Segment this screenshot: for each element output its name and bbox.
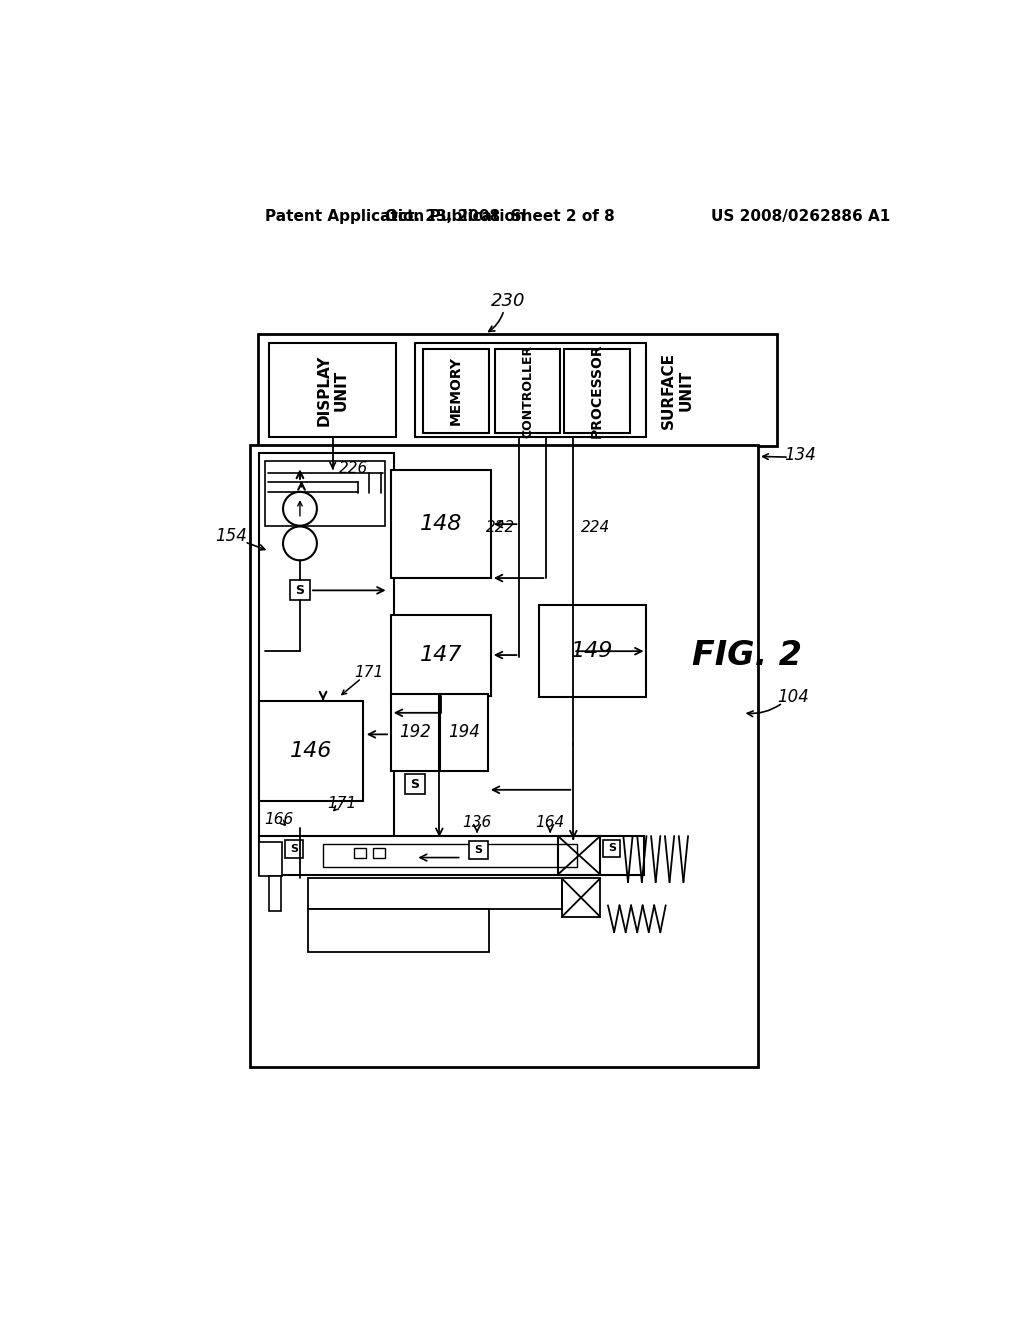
- Bar: [391, 470, 490, 578]
- Bar: [391, 615, 490, 696]
- Bar: [404, 775, 425, 795]
- Text: 166: 166: [264, 812, 294, 826]
- Bar: [564, 350, 630, 433]
- Text: SURFACE
UNIT: SURFACE UNIT: [662, 351, 693, 429]
- Bar: [307, 909, 488, 952]
- Text: S: S: [411, 777, 419, 791]
- Text: CONTROLLER: CONTROLLER: [521, 345, 534, 437]
- Text: US 2008/0262886 A1: US 2008/0262886 A1: [711, 209, 890, 223]
- Bar: [603, 840, 621, 857]
- Bar: [290, 581, 310, 601]
- Text: 171: 171: [354, 665, 384, 680]
- Text: 136: 136: [463, 814, 492, 830]
- Text: 194: 194: [449, 723, 480, 741]
- Bar: [440, 693, 487, 771]
- Text: 134: 134: [784, 446, 816, 463]
- Text: 146: 146: [290, 742, 333, 762]
- Text: 149: 149: [571, 642, 613, 661]
- Bar: [258, 334, 777, 446]
- Bar: [269, 343, 396, 437]
- Text: 222: 222: [486, 520, 515, 536]
- Text: Oct. 23, 2008  Sheet 2 of 8: Oct. 23, 2008 Sheet 2 of 8: [385, 209, 615, 223]
- Text: 224: 224: [581, 520, 610, 536]
- Bar: [323, 843, 578, 867]
- Text: Patent Application Publication: Patent Application Publication: [265, 209, 526, 223]
- Bar: [558, 836, 600, 875]
- Bar: [354, 849, 367, 858]
- Text: 147: 147: [420, 645, 462, 665]
- Bar: [423, 350, 488, 433]
- Bar: [259, 701, 364, 801]
- Text: FIG. 2: FIG. 2: [691, 639, 802, 672]
- Bar: [265, 461, 385, 527]
- Bar: [259, 453, 394, 838]
- Text: S: S: [290, 843, 298, 854]
- Bar: [391, 693, 438, 771]
- Bar: [416, 343, 646, 437]
- Text: 154: 154: [215, 527, 247, 545]
- Bar: [269, 876, 282, 911]
- Bar: [259, 842, 283, 876]
- Bar: [307, 878, 562, 909]
- Text: S: S: [474, 845, 482, 855]
- Text: S: S: [608, 843, 615, 853]
- Bar: [469, 841, 487, 859]
- Bar: [250, 445, 758, 1067]
- Text: S: S: [296, 583, 304, 597]
- Text: 171: 171: [328, 796, 357, 812]
- Text: 104: 104: [777, 689, 809, 706]
- Text: 164: 164: [536, 814, 565, 830]
- Bar: [373, 849, 385, 858]
- Text: 192: 192: [398, 723, 431, 741]
- Text: 148: 148: [420, 515, 462, 535]
- Text: MEMORY: MEMORY: [449, 356, 463, 425]
- Bar: [562, 878, 600, 917]
- Bar: [285, 840, 303, 858]
- Text: 226: 226: [339, 461, 369, 477]
- Text: PROCESSOR: PROCESSOR: [590, 343, 604, 438]
- Bar: [259, 836, 644, 875]
- Text: 230: 230: [490, 292, 525, 310]
- Text: DISPLAY
UNIT: DISPLAY UNIT: [316, 355, 349, 426]
- Bar: [539, 605, 646, 697]
- Bar: [495, 350, 560, 433]
